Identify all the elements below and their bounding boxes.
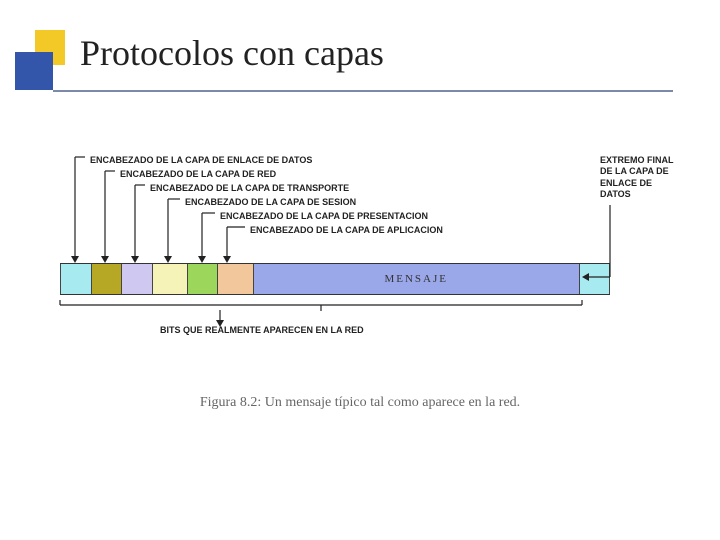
decor-line <box>53 90 673 92</box>
segment-0 <box>60 264 92 294</box>
label-datalink-header: ENCABEZADO DE LA CAPA DE ENLACE DE DATOS <box>90 155 312 165</box>
right-label-line2: DE LA CAPA DE <box>600 166 669 176</box>
label-application-header: ENCABEZADO DE LA CAPA DE APLICACION <box>250 225 443 235</box>
segment-2 <box>122 264 153 294</box>
header-labels-group: ENCABEZADO DE LA CAPA DE ENLACE DE DATOS… <box>30 155 690 255</box>
segment-7 <box>580 264 611 294</box>
label-bits-on-wire: BITS QUE REALMENTE APARECEN EN LA RED <box>160 325 364 335</box>
right-label-line4: DATOS <box>600 189 631 199</box>
segment-5 <box>218 264 253 294</box>
encapsulation-diagram: ENCABEZADO DE LA CAPA DE ENLACE DE DATOS… <box>30 155 690 295</box>
segment-4 <box>188 264 219 294</box>
figure-caption: Figura 8.2: Un mensaje típico tal como a… <box>0 395 720 411</box>
segment-1 <box>92 264 123 294</box>
message-segments-row: MENSAJE <box>60 263 610 295</box>
label-network-header: ENCABEZADO DE LA CAPA DE RED <box>120 169 276 179</box>
decor-blue-block <box>15 52 53 90</box>
label-session-header: ENCABEZADO DE LA CAPA DE SESION <box>185 197 356 207</box>
label-presentation-header: ENCABEZADO DE LA CAPA DE PRESENTACION <box>220 211 428 221</box>
segment-3 <box>153 264 188 294</box>
label-transport-header: ENCABEZADO DE LA CAPA DE TRANSPORTE <box>150 183 349 193</box>
slide-title: Protocolos con capas <box>80 32 384 74</box>
right-label-line1: EXTREMO FINAL <box>600 155 674 165</box>
segment-6: MENSAJE <box>254 264 580 294</box>
right-label-line3: ENLACE DE <box>600 178 652 188</box>
label-datalink-trailer: EXTREMO FINAL DE LA CAPA DE ENLACE DE DA… <box>600 155 690 200</box>
